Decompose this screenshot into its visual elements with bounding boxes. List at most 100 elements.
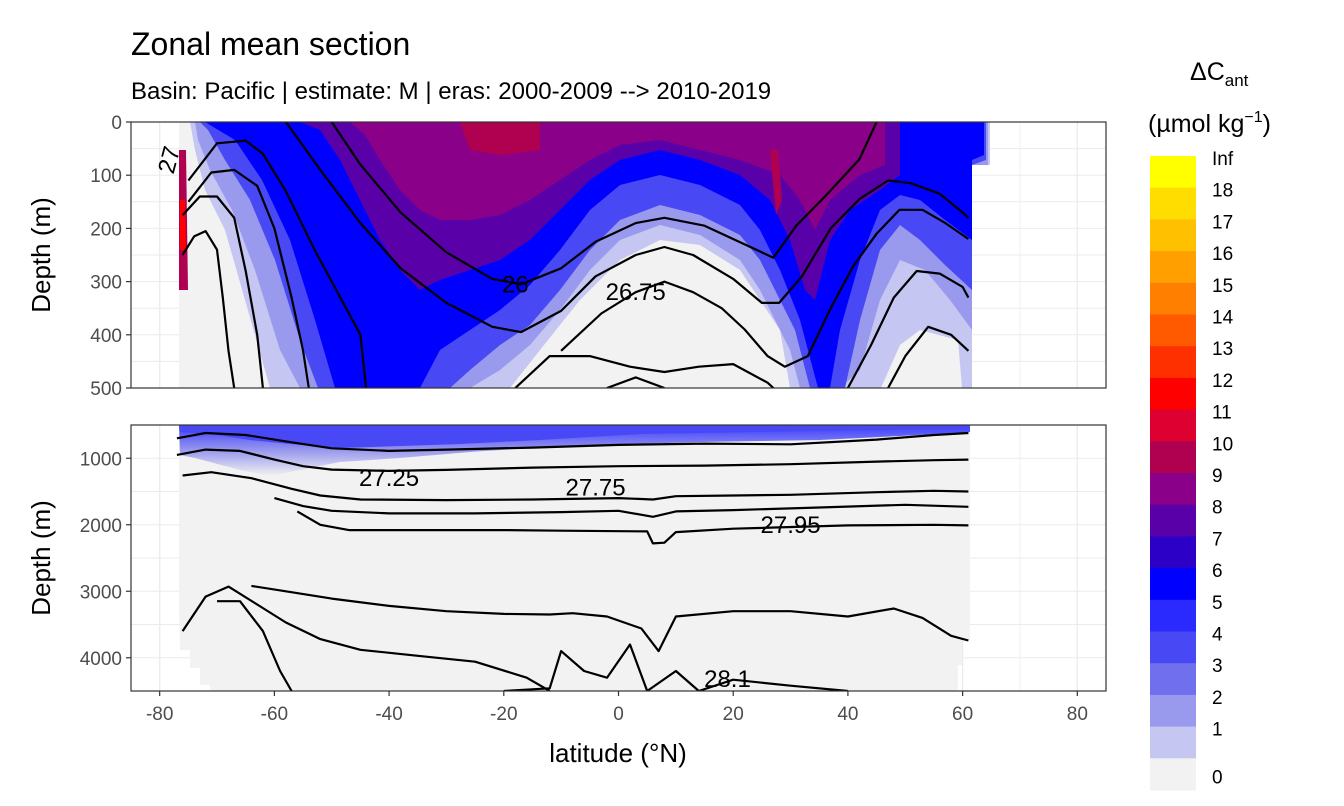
legend-label: 18 <box>1212 181 1233 202</box>
density-contour <box>887 325 970 388</box>
chart-subtitle: Basin: Pacific | estimate: M | eras: 200… <box>131 78 771 105</box>
legend-swatch <box>1150 504 1196 537</box>
legend-label: 9 <box>1212 466 1223 487</box>
x-axis-ticks: -80 -60 -40 -20 0 20 40 60 80 <box>146 691 1088 725</box>
density-contour <box>181 195 264 388</box>
density-contour <box>296 510 969 545</box>
x-tick-label: -60 <box>261 704 288 725</box>
contour-label: 28.1 <box>704 666 751 693</box>
field-deep-blue <box>179 425 970 448</box>
field-band-10b <box>770 150 782 215</box>
contour-label: 27.25 <box>359 465 419 492</box>
legend-units-suffix: ) <box>1263 110 1271 138</box>
density-contour <box>514 355 775 388</box>
x-tick-label: 60 <box>952 704 973 725</box>
x-tick-label: 0 <box>613 704 624 725</box>
legend-label: 4 <box>1212 625 1223 646</box>
legend-label: 7 <box>1212 529 1223 550</box>
legend-swatch <box>1150 568 1196 601</box>
legend-label: 2 <box>1212 688 1223 709</box>
y-tick-label: 500 <box>90 379 122 400</box>
y-axis-title-lower: Depth (m) <box>26 500 56 616</box>
legend-label: 14 <box>1212 308 1234 329</box>
density-contour <box>217 600 293 691</box>
field-band-10a <box>460 122 540 155</box>
legend-label: 10 <box>1212 434 1233 455</box>
legend-swatch <box>1150 156 1196 189</box>
x-axis-title: latitude (°N) <box>549 738 687 768</box>
density-contour <box>846 269 970 388</box>
legend-swatch <box>1150 314 1196 347</box>
legend-swatch <box>1150 473 1196 506</box>
density-contour <box>176 431 969 452</box>
y-tick-label: 2000 <box>80 516 122 537</box>
upper-y-ticks: 0 100 200 300 400 500 <box>90 113 131 400</box>
lower-panel: 27.25 27.75 27.95 28.1 1000 2000 3000 4000 <box>80 424 1107 693</box>
field-band-12 <box>180 200 186 250</box>
legend-label: 15 <box>1212 276 1233 297</box>
density-contour <box>560 208 970 368</box>
legend-label: Inf <box>1212 149 1234 170</box>
y-axis-title-upper: Depth (m) <box>26 197 56 313</box>
legend-swatch <box>1150 251 1196 284</box>
legend-swatch <box>1150 377 1196 411</box>
legend-title-subscript: ant <box>1225 71 1249 90</box>
legend-label: 8 <box>1212 498 1223 519</box>
legend-label: 13 <box>1212 339 1233 360</box>
legend-label: 12 <box>1212 371 1233 392</box>
legend-swatch <box>1150 346 1196 379</box>
x-tick-label: -80 <box>146 704 173 725</box>
legend-swatch <box>1150 758 1196 791</box>
legend-label: 17 <box>1212 212 1233 233</box>
y-tick-label: 100 <box>90 166 122 187</box>
x-tick-label: 20 <box>723 704 744 725</box>
contour-label: 27.95 <box>761 512 821 539</box>
chart-title: Zonal mean section <box>131 26 410 62</box>
density-contour <box>181 585 551 691</box>
x-tick-label: -40 <box>375 704 402 725</box>
contour-label: 27.75 <box>566 475 626 502</box>
upper-contours <box>181 122 970 388</box>
upper-fill-field <box>179 122 990 388</box>
y-tick-label: 1000 <box>80 449 122 470</box>
y-tick-label: 200 <box>90 219 122 240</box>
density-contour <box>503 643 849 691</box>
contour-label: 26 <box>502 271 529 298</box>
y-tick-label: 3000 <box>80 582 122 603</box>
density-contour <box>285 122 970 334</box>
density-contour <box>187 168 310 388</box>
density-contour <box>606 376 665 388</box>
legend-units: (µmol kg−1) <box>1148 109 1271 138</box>
upper-panel-border <box>130 121 1107 389</box>
legend-swatch <box>1150 694 1196 728</box>
legend-title: ΔCant <box>1190 58 1249 90</box>
density-contour <box>176 448 969 472</box>
lower-y-ticks: 1000 2000 3000 4000 <box>80 449 131 670</box>
legend-swatch <box>1150 599 1196 632</box>
density-contour <box>181 230 236 388</box>
legend-label: 5 <box>1212 593 1223 614</box>
lower-contour-labels: 27.25 27.75 27.95 28.1 <box>359 465 821 693</box>
density-contour <box>251 584 969 653</box>
legend-label: 16 <box>1212 244 1233 265</box>
legend-swatch <box>1150 409 1196 442</box>
x-tick-label: 80 <box>1067 704 1088 725</box>
density-contour <box>330 122 878 286</box>
x-tick-label: 40 <box>837 704 858 725</box>
y-tick-label: 0 <box>111 113 122 134</box>
y-tick-label: 4000 <box>80 649 122 670</box>
lower-contours <box>176 431 969 691</box>
legend-label: 0 <box>1212 767 1223 788</box>
x-tick-label: -20 <box>490 704 517 725</box>
legend-swatch <box>1150 631 1196 664</box>
legend-title-symbol: ΔC <box>1190 58 1225 86</box>
legend-label: 6 <box>1212 561 1223 582</box>
lower-fill-field <box>179 425 970 691</box>
legend-swatch <box>1150 726 1196 759</box>
legend-swatch <box>1150 219 1196 252</box>
